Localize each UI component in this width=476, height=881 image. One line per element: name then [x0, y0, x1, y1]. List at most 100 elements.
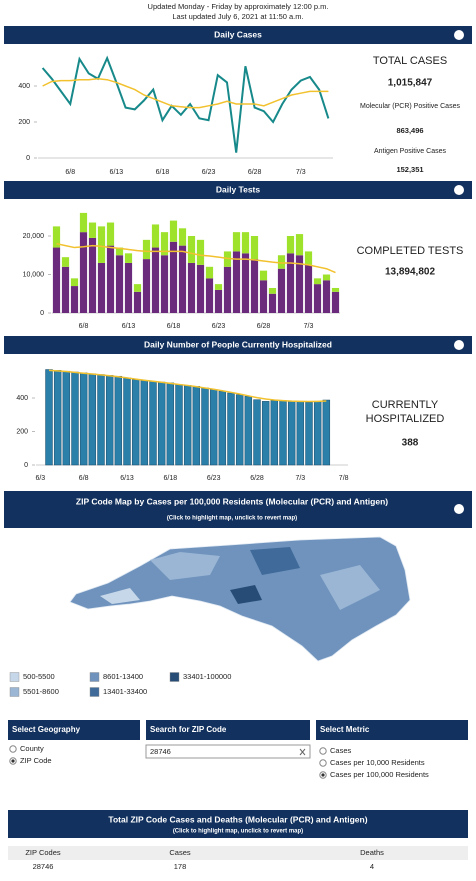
- radio-label: Cases per 100,000 Residents: [330, 770, 429, 779]
- table-header-row: [8, 846, 468, 860]
- bar: [218, 391, 227, 466]
- bar: [214, 289, 223, 313]
- y-tick-label: 400: [18, 83, 30, 90]
- bar: [196, 264, 205, 313]
- bar: [133, 284, 142, 292]
- x-tick-label: 6/8: [79, 323, 89, 330]
- radio-label: ZIP Code: [20, 756, 52, 765]
- zip-map[interactable]: [69, 536, 411, 662]
- x-tick-label: 6/8: [65, 169, 75, 176]
- map-region[interactable]: [320, 565, 380, 610]
- table-subtitle: (Click to highlight map, unclick to reve…: [173, 829, 303, 835]
- legend-swatch: [9, 687, 20, 697]
- section-title: Daily Cases: [214, 29, 262, 39]
- section-bar: [4, 336, 472, 354]
- map-region[interactable]: [100, 588, 140, 604]
- kpi-value: 1,015,847: [388, 78, 433, 89]
- y-tick-label: 200: [16, 428, 28, 435]
- bar: [123, 377, 131, 466]
- bar: [97, 374, 105, 466]
- table-cell[interactable]: 4: [370, 862, 374, 871]
- y-tick-label: 0: [24, 462, 28, 469]
- update-note: Updated Monday - Friday by approximately…: [148, 2, 329, 11]
- radio-button[interactable]: [319, 747, 327, 755]
- bar: [277, 268, 286, 313]
- bar: [279, 400, 287, 466]
- y-tick-label: 10,000: [23, 271, 45, 278]
- bar: [70, 278, 79, 287]
- section-bar: [4, 491, 472, 528]
- x-tick-label: 6/18: [164, 475, 178, 482]
- bar: [296, 401, 305, 466]
- bar: [169, 220, 178, 242]
- kpi-label: Molecular (PCR) Positive Cases: [360, 103, 460, 110]
- bar: [79, 212, 88, 233]
- legend-swatch: [89, 672, 100, 682]
- kpi-label: TOTAL CASES: [373, 55, 447, 67]
- bar: [97, 226, 106, 263]
- legend-swatch: [89, 687, 100, 697]
- bar: [295, 255, 304, 313]
- x-tick-label: 6/28: [257, 323, 271, 330]
- table-cell[interactable]: 178: [174, 862, 187, 871]
- info-icon[interactable]: [454, 340, 464, 350]
- bar: [88, 222, 97, 238]
- bar: [304, 264, 313, 313]
- series-line: [48, 369, 327, 403]
- info-icon[interactable]: [454, 30, 464, 40]
- control-title: Select Geography: [12, 725, 81, 734]
- bar: [313, 278, 322, 285]
- bar: [223, 251, 232, 267]
- bar: [88, 237, 97, 313]
- kpi-value: 152,351: [396, 165, 423, 174]
- bar: [241, 232, 250, 254]
- x-tick-label: 7/3: [295, 475, 305, 482]
- zip-search-input[interactable]: [145, 744, 311, 759]
- x-tick-label: 6/28: [248, 169, 262, 176]
- section-bar: [4, 26, 472, 44]
- bar: [331, 287, 340, 292]
- bar: [175, 384, 183, 466]
- table-cell[interactable]: 28746: [33, 862, 54, 871]
- bar: [106, 245, 115, 313]
- bar: [157, 381, 166, 466]
- x-tick-label: 7/3: [304, 323, 314, 330]
- bar: [52, 226, 61, 248]
- bar: [295, 234, 304, 256]
- x-tick-label: 7/8: [339, 475, 349, 482]
- radio-button[interactable]: [319, 759, 327, 767]
- x-tick-label: 7/3: [296, 169, 306, 176]
- bar: [124, 253, 133, 263]
- bar: [140, 380, 149, 466]
- kpi-label: Antigen Positive Cases: [374, 148, 446, 155]
- x-tick-label: 6/23: [207, 475, 221, 482]
- table-title: Total ZIP Code Cases and Deaths (Molecul…: [108, 814, 367, 824]
- map-region[interactable]: [230, 585, 262, 604]
- section-title: Daily Number of People Currently Hospita…: [144, 339, 332, 349]
- info-icon[interactable]: [454, 185, 464, 195]
- column-header: Cases: [169, 848, 191, 857]
- bar: [287, 401, 296, 466]
- bar: [205, 278, 214, 313]
- bar: [187, 262, 196, 313]
- bar: [331, 291, 340, 313]
- zip-search-value: 28746: [150, 747, 171, 756]
- map-region[interactable]: [150, 552, 220, 580]
- info-icon[interactable]: [454, 504, 464, 514]
- bar: [62, 370, 71, 466]
- radio-button[interactable]: [9, 745, 17, 753]
- bar: [53, 370, 62, 466]
- x-tick-label: 6/13: [122, 323, 136, 330]
- kpi-label: COMPLETED TESTS: [357, 245, 464, 257]
- bar: [322, 280, 331, 313]
- bar: [142, 239, 151, 260]
- last-updated: Last updated July 6, 2021 at 11:50 a.m.: [172, 12, 303, 21]
- bar: [142, 259, 151, 313]
- bar: [223, 266, 232, 313]
- x-tick-label: 6/28: [250, 475, 264, 482]
- clear-icon[interactable]: [299, 748, 306, 756]
- bar: [178, 228, 187, 246]
- map-region[interactable]: [250, 547, 300, 575]
- bar: [305, 401, 313, 466]
